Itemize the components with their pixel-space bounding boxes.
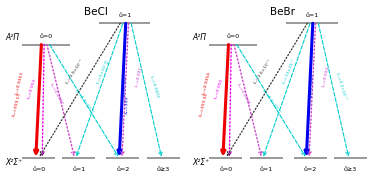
Text: f₁₀=0.053: f₁₀=0.053 — [26, 78, 37, 99]
Text: f₃₀=4.3×10⁻⁴: f₃₀=4.3×10⁻⁴ — [74, 88, 93, 114]
Text: ṻ=2: ṻ=2 — [304, 167, 317, 172]
Text: f₁₁=13×10⁻⁴: f₁₁=13×10⁻⁴ — [282, 58, 296, 84]
Text: f₀₁=3.6×10⁻⁴: f₀₁=3.6×10⁻⁴ — [253, 58, 272, 84]
Text: f₂₀=0.0034: f₂₀=0.0034 — [236, 83, 251, 105]
Text: f₃₁=0.001: f₃₁=0.001 — [135, 66, 144, 87]
Text: f₂₁=0.901: f₂₁=0.901 — [122, 74, 127, 96]
Text: ṻ=1: ṻ=1 — [305, 13, 318, 18]
Text: f₃₀=4.3×10⁻⁴: f₃₀=4.3×10⁻⁴ — [261, 88, 280, 114]
Text: ṻ=1: ṻ=1 — [259, 167, 273, 172]
Text: X²Σ⁺: X²Σ⁺ — [193, 158, 210, 167]
Text: ṻ=0: ṻ=0 — [39, 34, 53, 39]
Text: ṻ=2: ṻ=2 — [116, 167, 130, 172]
Text: ṻ=0: ṻ=0 — [226, 34, 240, 39]
Text: f₁₁=5×10⁻⁳: f₁₁=5×10⁻⁳ — [95, 58, 109, 84]
Text: BeCl: BeCl — [84, 7, 107, 17]
Text: ṻ=0: ṻ=0 — [219, 167, 232, 172]
Text: λ₂₁=359: λ₂₁=359 — [125, 96, 130, 114]
Text: A²Π: A²Π — [193, 33, 207, 42]
Text: f₃₁=0.004: f₃₁=0.004 — [322, 66, 331, 87]
Text: ṻ=0: ṻ=0 — [32, 167, 45, 172]
Text: λ₀₀=359.34: λ₀₀=359.34 — [199, 92, 209, 117]
Text: BeBr: BeBr — [270, 7, 295, 17]
Text: f₂₁=0.9960: f₂₁=0.9960 — [310, 73, 314, 97]
Text: ṻ=1: ṻ=1 — [72, 167, 85, 172]
Text: A²Π: A²Π — [6, 33, 20, 42]
Text: f₀₀=0.9354: f₀₀=0.9354 — [201, 71, 211, 96]
Text: f₂₀=0.0087: f₂₀=0.0087 — [49, 83, 64, 105]
Text: f₄₁=0.0001: f₄₁=0.0001 — [149, 75, 160, 99]
Text: f₄₁=3.2×10⁻⁴: f₄₁=3.2×10⁻⁴ — [335, 73, 347, 101]
Text: ṻ≥3: ṻ≥3 — [156, 167, 170, 172]
Text: f₀₀=0.9353: f₀₀=0.9353 — [14, 71, 24, 96]
Text: X²Σ⁺: X²Σ⁺ — [6, 158, 23, 167]
Text: λ₀₀=359.13: λ₀₀=359.13 — [12, 92, 22, 117]
Text: f₀₁=3.9×10⁻⁴: f₀₁=3.9×10⁻⁴ — [66, 58, 85, 84]
Text: f₁₀=0.050: f₁₀=0.050 — [214, 78, 224, 99]
Text: ṻ=1: ṻ=1 — [118, 13, 131, 18]
Text: ṻ≥3: ṻ≥3 — [344, 167, 357, 172]
